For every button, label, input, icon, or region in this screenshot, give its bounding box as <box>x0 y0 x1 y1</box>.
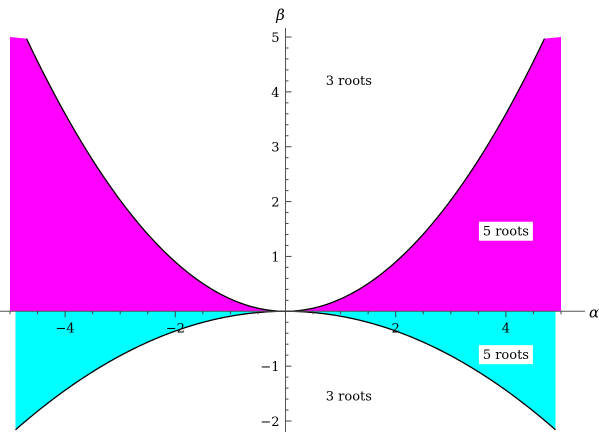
region-annotation: 3 roots <box>326 74 372 89</box>
region-annotation: 5 roots <box>478 345 533 365</box>
y-axis-label: β <box>275 6 285 24</box>
y-tick-label: −2 <box>260 415 279 430</box>
y-tick-label: 1 <box>271 250 279 265</box>
annotation-background <box>478 345 533 365</box>
y-tick-label: −1 <box>260 360 279 375</box>
annotation-background <box>478 221 533 241</box>
x-axis-label: α <box>589 303 599 321</box>
region-annotation: 5 roots <box>478 221 533 241</box>
y-tick-label: 2 <box>271 196 279 211</box>
upper-band-fill <box>10 37 561 312</box>
region-annotations: 3 roots 5 roots 5 roots 3 roots <box>326 74 533 404</box>
x-tick-label: −2 <box>166 321 185 336</box>
y-tick-label: 3 <box>271 141 279 156</box>
tick-labels: −4 −2 2 4 −2 −1 1 2 3 4 5 <box>56 31 511 430</box>
x-tick-label: 2 <box>392 321 400 336</box>
x-tick-label: −4 <box>56 321 75 336</box>
axes <box>0 28 585 432</box>
x-tick-label: 4 <box>502 321 510 336</box>
region-annotation: 3 roots <box>326 389 372 404</box>
annotation-text: 3 roots <box>326 389 372 404</box>
annotation-text: 5 roots <box>483 225 529 240</box>
annotation-text: 5 roots <box>483 348 529 363</box>
ticks <box>9 36 562 422</box>
annotation-text: 3 roots <box>326 74 372 89</box>
y-tick-label: 4 <box>271 86 279 101</box>
y-tick-label: 5 <box>271 31 279 46</box>
